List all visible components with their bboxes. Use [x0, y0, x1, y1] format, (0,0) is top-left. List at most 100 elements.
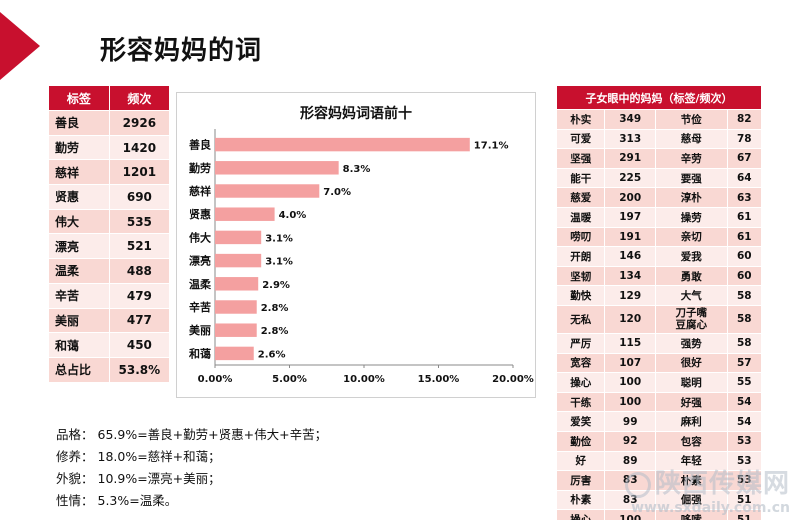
- tag-cell: 朴素: [555, 489, 606, 511]
- frequency-cell: 61: [726, 206, 763, 228]
- category-label: 慈祥: [189, 184, 211, 198]
- bar: [215, 137, 470, 152]
- x-tick-label: 15.00%: [418, 374, 460, 385]
- tag-cell: 美丽: [48, 307, 110, 334]
- frequency-cell: 690: [108, 184, 171, 210]
- chart-title: 形容妈妈词语前十: [300, 106, 412, 122]
- bar: [215, 253, 262, 268]
- tag-cell: 大气: [654, 285, 728, 306]
- tag-cell: 辛苦: [48, 282, 110, 309]
- frequency-cell: 146: [604, 246, 656, 267]
- frequency-cell: 479: [108, 282, 171, 309]
- frequency-cell: 60: [726, 265, 763, 287]
- table-row: 勤劳 1420: [48, 134, 171, 161]
- tag-cell: 能干: [555, 167, 606, 189]
- table-row: 和蔼 450: [48, 332, 171, 358]
- tag-cell: 厉害: [555, 470, 606, 491]
- tag-cell: 开朗: [555, 246, 606, 267]
- tag-cell: 严厉: [555, 332, 606, 354]
- note-value: 18.0%=慈祥+和蔼；: [97, 449, 221, 464]
- frequency-cell: 349: [604, 109, 656, 130]
- frequency-cell: 488: [108, 258, 171, 284]
- bar: [215, 184, 320, 198]
- note-value: 10.9%=漂亮+美丽；: [97, 471, 221, 486]
- accent-triangle: [0, 12, 40, 80]
- x-tick-label: 5.00%: [272, 374, 307, 385]
- tag-cell: 朴实: [555, 109, 606, 130]
- bar: [215, 346, 254, 361]
- note-line: 外貌： 10.9%=漂亮+美丽；: [56, 468, 327, 490]
- tag-cell: 可爱: [555, 128, 606, 150]
- tag-frequency-table: 标签 频次 善良 2926 勤劳 1420 慈祥 1201 贤惠 690 伟大 535 漂亮 521 温…: [48, 85, 171, 383]
- data-label: 2.6%: [258, 349, 286, 360]
- frequency-cell: 115: [604, 332, 656, 354]
- tag-cell: 爱笑: [555, 411, 606, 432]
- frequency-cell: 477: [108, 307, 171, 334]
- table-row: 辛苦 479: [48, 282, 171, 309]
- tag-cell: 操心: [555, 509, 606, 520]
- data-label: 7.0%: [323, 187, 351, 198]
- frequency-cell: 450: [108, 332, 171, 358]
- table-row: 温暖 197 操劳 61: [555, 206, 763, 228]
- frequency-cell: 53: [726, 430, 763, 452]
- tag-cell: 勤快: [555, 285, 606, 306]
- frequency-cell: 129: [604, 285, 656, 306]
- frequency-cell: 107: [604, 352, 656, 374]
- total-value: 53.8%: [108, 356, 171, 383]
- table-row: 唠叨 191 亲切 61: [555, 226, 763, 248]
- tag-cell: 亲切: [654, 226, 728, 248]
- frequency-cell: 57: [726, 352, 763, 374]
- tag-cell: 很好: [654, 352, 728, 374]
- page-title: 形容妈妈的词: [100, 36, 263, 66]
- tag-cell: 淳朴: [654, 187, 728, 208]
- tag-cell: 哆嗦: [654, 509, 728, 520]
- table-row: 美丽 477: [48, 307, 171, 334]
- frequency-cell: 67: [726, 148, 763, 169]
- frequency-cell: 100: [604, 391, 656, 413]
- category-label: 贤惠: [189, 207, 211, 221]
- bar: [215, 300, 257, 314]
- tag-cell: 伟大: [48, 208, 110, 235]
- frequency-cell: 58: [726, 304, 763, 334]
- tag-cell: 善良: [48, 110, 110, 136]
- frequency-cell: 58: [726, 332, 763, 354]
- tag-cell: 操心: [555, 372, 606, 393]
- frequency-cell: 191: [604, 226, 656, 248]
- note-label: 品格：: [56, 427, 94, 442]
- frequency-cell: 51: [726, 489, 763, 511]
- tag-cell: 贤惠: [48, 184, 110, 210]
- tag-cell: 慈爱: [555, 187, 606, 208]
- category-label: 美丽: [189, 323, 211, 337]
- bar-chart: 形容妈妈词语前十 善良 17.1% 勤劳 8.3% 慈祥 7.0% 贤惠 4.0% 伟大 3.1%…: [176, 92, 536, 398]
- frequency-cell: 51: [726, 509, 763, 520]
- table-row: 无私 120 刀子嘴 豆腐心 58: [555, 304, 763, 334]
- table-row: 贤惠 690: [48, 184, 171, 210]
- bar: [215, 230, 262, 245]
- note-line: 品格： 65.9%=善良+勤劳+贤惠+伟大+辛苦；: [56, 424, 327, 446]
- tag-cell: 温暖: [555, 206, 606, 228]
- bar: [215, 207, 275, 221]
- tag-cell: 爱我: [654, 246, 728, 267]
- tag-cell: 温柔: [48, 258, 110, 284]
- note-label: 性情：: [56, 493, 94, 508]
- table-row: 操心100哆嗦51: [555, 509, 763, 520]
- data-label: 2.9%: [262, 280, 290, 291]
- data-label: 8.3%: [343, 164, 371, 175]
- frequency-cell: 83: [604, 470, 656, 491]
- tag-cell: 勇敢: [654, 265, 728, 287]
- note-label: 修养：: [56, 449, 94, 464]
- table-row: 朴素 83 倔强 51: [555, 489, 763, 511]
- frequency-cell: 2926: [108, 110, 171, 136]
- frequency-cell: 535: [108, 208, 171, 235]
- tag-cell: 和蔼: [48, 332, 110, 358]
- category-label: 漂亮: [189, 254, 211, 268]
- header-frequency: 频次: [108, 85, 171, 111]
- frequency-cell: 99: [604, 411, 656, 432]
- table-row: 厉害 83 朴素 53: [555, 470, 763, 491]
- category-notes: 品格： 65.9%=善良+勤劳+贤惠+伟大+辛苦； 修养： 18.0%=慈祥+和蔼…: [56, 424, 327, 512]
- data-label: 2.8%: [261, 303, 289, 314]
- bar: [215, 323, 257, 337]
- data-label: 4.0%: [279, 210, 307, 221]
- tag-cell: 节俭: [654, 109, 728, 130]
- children-view-table: 子女眼中的妈妈（标签/频次） 朴实 349 节俭 82 可爱 313 慈母 78 坚强 291 辛劳…: [555, 85, 763, 520]
